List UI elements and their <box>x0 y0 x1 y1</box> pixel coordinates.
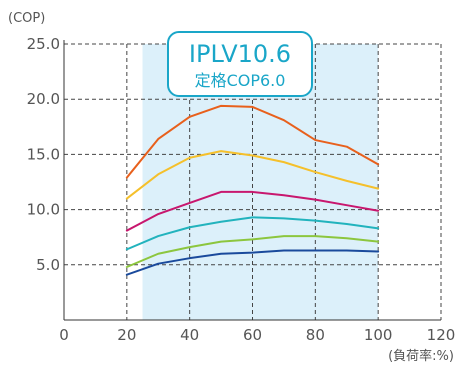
annotation-box <box>167 31 313 97</box>
x-tick-label: 100 <box>364 326 393 344</box>
y-tick-label: 10.0 <box>27 201 60 219</box>
series-line-3 <box>125 190 380 232</box>
series-line-5 <box>125 235 380 269</box>
x-tick-label: 20 <box>117 326 136 344</box>
y-tick-label: 20.0 <box>27 90 60 108</box>
tick-label-layer: 5.0 10.0 15.0 20.0 25.0 0 20 40 60 80 100 120 <box>27 35 456 344</box>
axis-layer <box>63 40 441 321</box>
y-tick-label: 25.0 <box>27 35 60 53</box>
y-axis-label: (COP) <box>8 11 45 26</box>
annotation-badge: IPLV10.6 定格COP6.0 <box>167 31 313 97</box>
series-line-6 <box>125 249 380 276</box>
x-tick-label: 0 <box>59 326 69 344</box>
x-axis-label: (負荷率:%) <box>388 348 454 364</box>
series-line-1 <box>125 104 380 179</box>
series-line-2 <box>125 150 380 200</box>
y-tick-label: 5.0 <box>36 256 60 274</box>
annotation-line2: 定格COP6.0 <box>195 71 286 90</box>
annotation-line1: IPLV10.6 <box>189 40 291 68</box>
y-tick-label: 15.0 <box>27 145 60 163</box>
series-line-4 <box>125 216 380 251</box>
x-tick-label: 60 <box>243 326 262 344</box>
x-tick-label: 80 <box>306 326 325 344</box>
x-tick-label: 40 <box>180 326 199 344</box>
x-tick-label: 120 <box>427 326 456 344</box>
series-layer <box>125 104 380 276</box>
